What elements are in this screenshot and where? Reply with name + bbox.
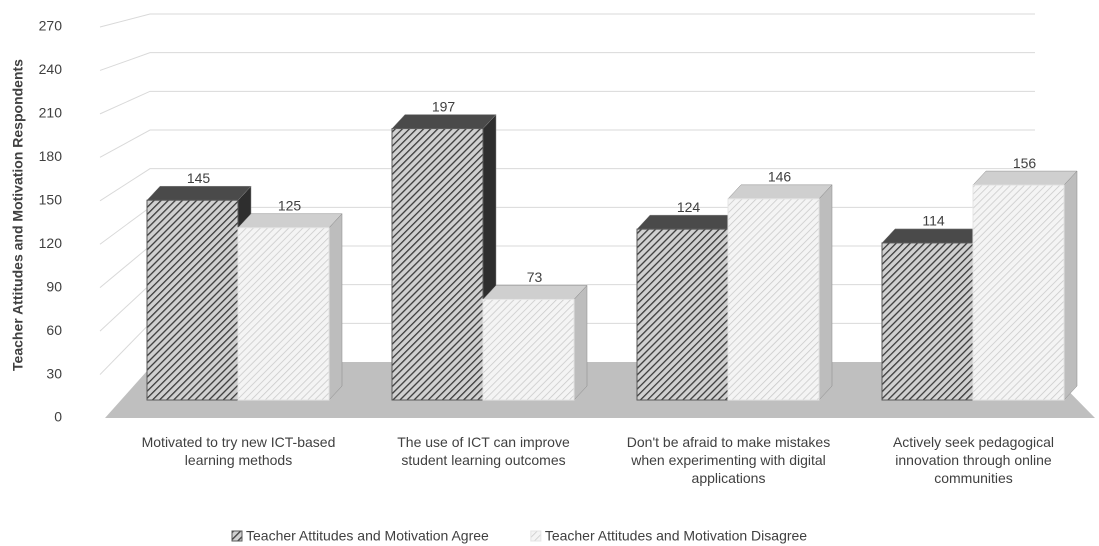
legend-label: Teacher Attitudes and Motivation Agree <box>246 528 489 544</box>
legend-swatch <box>530 530 542 542</box>
bar-front <box>237 227 330 401</box>
bar <box>146 185 252 401</box>
bar <box>482 284 588 401</box>
bar-side <box>328 213 343 401</box>
bar <box>727 184 833 401</box>
bar-front <box>972 184 1065 401</box>
bar-side <box>573 284 588 401</box>
bar-front <box>482 298 575 401</box>
bar <box>881 228 987 401</box>
bar-side <box>818 184 833 401</box>
bar <box>972 170 1078 401</box>
data-label: 156 <box>1013 155 1037 171</box>
x-tick-label: Don't be afraid to make mistakes when ex… <box>626 434 831 486</box>
bar-top <box>146 185 252 201</box>
x-tick-label: Motivated to try new ICT-based learning … <box>141 434 336 468</box>
bar-top <box>727 184 833 200</box>
y-tick-label: 30 <box>46 365 62 381</box>
grid-line <box>99 90 1035 115</box>
grid-line <box>99 13 1035 28</box>
grid-line <box>99 168 1035 202</box>
bar-top <box>391 114 497 129</box>
bar-side <box>1063 170 1078 401</box>
bar-top <box>482 285 588 300</box>
data-label: 125 <box>278 197 302 213</box>
y-tick-label: 240 <box>39 61 63 77</box>
legend-label: Teacher Attitudes and Motivation Disagre… <box>545 528 807 544</box>
y-tick-label: 60 <box>46 322 62 338</box>
legend-swatch <box>231 530 243 542</box>
bar <box>237 213 343 401</box>
bar-front <box>146 199 239 401</box>
y-tick-label: 210 <box>39 105 63 121</box>
grid-line <box>99 52 1035 71</box>
bar-top <box>881 228 987 244</box>
y-tick-label: 180 <box>39 148 63 164</box>
data-label: 145 <box>187 170 211 186</box>
y-tick-label: 150 <box>39 191 63 207</box>
bar-front <box>391 128 484 401</box>
bar-top <box>237 213 343 229</box>
data-label: 197 <box>432 98 456 114</box>
y-tick-label: 270 <box>39 18 63 34</box>
bar <box>391 113 497 401</box>
bar-front <box>727 198 820 401</box>
data-label: 146 <box>768 169 792 185</box>
bar-front <box>881 242 974 401</box>
y-tick-label: 90 <box>46 278 62 294</box>
bar <box>636 214 742 401</box>
y-tick-label: 120 <box>39 235 63 251</box>
data-label: 73 <box>527 269 543 285</box>
x-tick-label: Actively seek pedagogical innovation thr… <box>892 434 1055 486</box>
y-tick-label: 0 <box>54 409 62 425</box>
y-axis-title: Teacher Attitudes and Motivation Respond… <box>10 59 26 371</box>
bar-front <box>636 228 729 401</box>
data-label: 124 <box>677 199 701 215</box>
grid-line <box>99 129 1035 158</box>
x-tick-label: The use of ICT can improve student learn… <box>397 434 570 468</box>
data-label: 114 <box>922 213 945 229</box>
floor <box>105 362 1095 418</box>
bar-top <box>636 214 742 230</box>
bar-top <box>972 170 1078 186</box>
